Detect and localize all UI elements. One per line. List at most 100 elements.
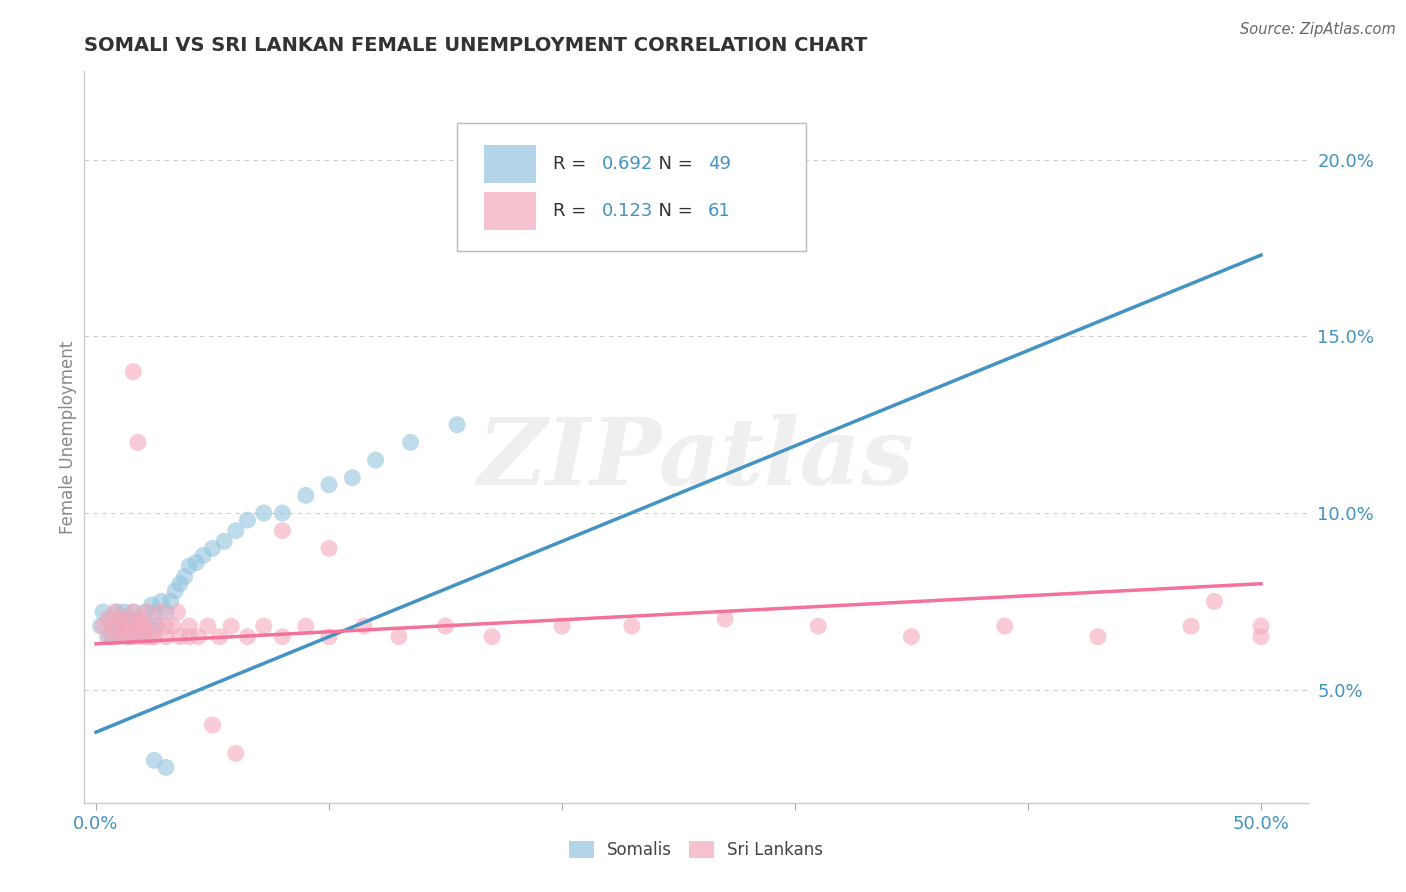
- Point: [201, 718, 224, 732]
- Point: [120, 612, 142, 626]
- Point: [141, 598, 163, 612]
- Point: [364, 453, 387, 467]
- Point: [108, 626, 131, 640]
- Point: [179, 619, 201, 633]
- Point: [112, 605, 135, 619]
- Point: [225, 524, 247, 538]
- Point: [108, 612, 131, 626]
- Point: [104, 619, 127, 633]
- Point: [166, 605, 188, 619]
- Point: [208, 630, 231, 644]
- Text: ZIPatlas: ZIPatlas: [478, 414, 914, 504]
- Point: [143, 605, 166, 619]
- Point: [150, 594, 173, 608]
- Point: [131, 619, 153, 633]
- FancyBboxPatch shape: [457, 122, 806, 251]
- Point: [111, 619, 134, 633]
- Point: [115, 612, 138, 626]
- Point: [127, 619, 149, 633]
- Bar: [484, 192, 536, 230]
- Point: [994, 619, 1017, 633]
- Point: [91, 605, 114, 619]
- Point: [155, 605, 177, 619]
- Point: [446, 417, 468, 432]
- Point: [98, 630, 121, 644]
- Point: [173, 569, 195, 583]
- Point: [98, 612, 121, 626]
- Point: [551, 619, 574, 633]
- Point: [271, 630, 294, 644]
- Point: [150, 605, 173, 619]
- Point: [120, 619, 142, 633]
- Point: [179, 630, 201, 644]
- Point: [169, 576, 191, 591]
- Point: [236, 630, 259, 644]
- Point: [131, 619, 153, 633]
- Point: [105, 605, 128, 619]
- Point: [124, 630, 146, 644]
- Point: [1180, 619, 1202, 633]
- Point: [1204, 594, 1226, 608]
- Point: [342, 471, 364, 485]
- Point: [714, 612, 737, 626]
- Point: [155, 630, 177, 644]
- Point: [143, 630, 166, 644]
- Point: [138, 619, 160, 633]
- Point: [253, 506, 276, 520]
- Point: [318, 477, 340, 491]
- Point: [115, 630, 138, 644]
- Point: [169, 630, 191, 644]
- Point: [294, 488, 316, 502]
- Bar: [484, 145, 536, 183]
- Point: [620, 619, 643, 633]
- Point: [145, 619, 167, 633]
- Point: [112, 626, 135, 640]
- Point: [124, 619, 146, 633]
- Text: 0.123: 0.123: [602, 202, 654, 220]
- Text: N =: N =: [647, 202, 699, 220]
- Point: [101, 619, 124, 633]
- Point: [97, 612, 120, 626]
- Text: 0.692: 0.692: [602, 155, 654, 173]
- Point: [117, 630, 139, 644]
- Text: 61: 61: [709, 202, 731, 220]
- Point: [193, 549, 215, 563]
- Point: [120, 630, 142, 644]
- Point: [225, 747, 247, 761]
- Point: [127, 435, 149, 450]
- Point: [353, 619, 375, 633]
- Point: [481, 630, 503, 644]
- Point: [900, 630, 922, 644]
- Point: [101, 630, 124, 644]
- Point: [1087, 630, 1109, 644]
- Point: [434, 619, 457, 633]
- Point: [122, 605, 145, 619]
- Point: [136, 630, 159, 644]
- Point: [318, 630, 340, 644]
- Point: [90, 619, 112, 633]
- Point: [91, 619, 114, 633]
- Point: [122, 365, 145, 379]
- Point: [97, 630, 120, 644]
- Point: [197, 619, 219, 633]
- Point: [212, 534, 235, 549]
- Point: [201, 541, 224, 556]
- Point: [111, 619, 134, 633]
- Point: [104, 605, 127, 619]
- Point: [134, 605, 156, 619]
- Text: N =: N =: [647, 155, 699, 173]
- Point: [388, 630, 411, 644]
- Text: R =: R =: [553, 202, 592, 220]
- Point: [253, 619, 276, 633]
- Point: [145, 619, 167, 633]
- Point: [1250, 630, 1272, 644]
- Point: [165, 583, 187, 598]
- Point: [143, 753, 166, 767]
- Text: 49: 49: [709, 155, 731, 173]
- Point: [294, 619, 316, 633]
- Point: [141, 630, 163, 644]
- Text: Source: ZipAtlas.com: Source: ZipAtlas.com: [1240, 22, 1396, 37]
- Point: [129, 626, 152, 640]
- Point: [134, 619, 156, 633]
- Point: [219, 619, 242, 633]
